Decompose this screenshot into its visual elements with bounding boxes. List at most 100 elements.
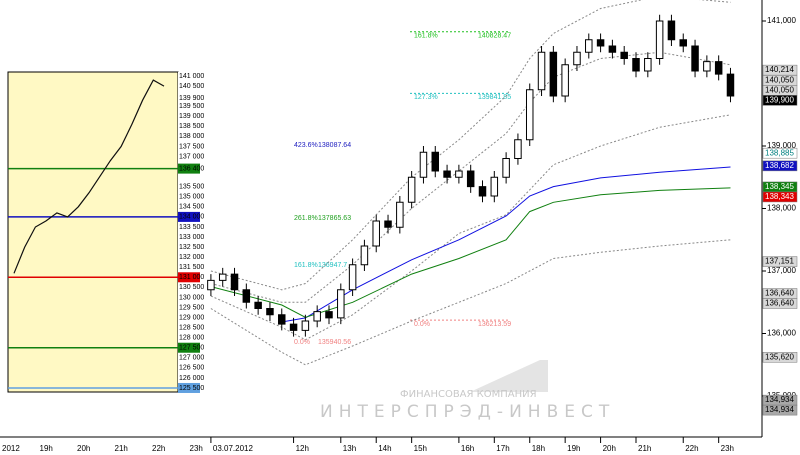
- candle-body: [549, 51, 558, 97]
- fib-price: 136947.7: [318, 262, 347, 269]
- inset-y-tick-label: 139 000: [179, 113, 204, 120]
- candle-body: [537, 51, 546, 91]
- candle-body: [325, 311, 333, 319]
- x-tick-label: 22h: [685, 444, 698, 453]
- price-badge: [762, 191, 798, 203]
- inset-level-box: [178, 272, 200, 283]
- inset-y-tick-label: 127 000: [179, 355, 204, 362]
- candle-body: [419, 151, 428, 178]
- ma-line: [210, 187, 731, 318]
- inset-y-tick-label: 134 000: [179, 214, 204, 221]
- inset-y-tick-label: 135 000: [179, 194, 204, 201]
- inset-y-tick-label: 128 000: [179, 335, 204, 342]
- inset-y-tick-label: 126 500: [179, 365, 204, 372]
- candle-body: [691, 45, 699, 72]
- inset-x-tick-label: 21h: [115, 444, 128, 453]
- candle-body: [655, 20, 664, 59]
- inset-axis: [178, 72, 200, 392]
- inset-y-tick-label: 138 000: [179, 133, 204, 140]
- candle-body: [372, 220, 380, 247]
- candle-body: [703, 61, 711, 72]
- inset-y-tick-label: 130 500: [179, 284, 204, 291]
- candle-body: [620, 51, 628, 59]
- candle-body: [455, 170, 463, 178]
- envelope-line: [210, 239, 731, 366]
- candle-body: [466, 170, 475, 188]
- candle-body: [478, 186, 487, 197]
- inset-x-tick-label: 23h: [190, 444, 203, 453]
- candle-body: [561, 64, 569, 97]
- candle-body: [278, 314, 286, 325]
- fib-price: 136213.59: [478, 321, 511, 328]
- candle-body: [644, 58, 652, 72]
- x-tick-label: 17h: [496, 444, 509, 453]
- candle-body: [384, 220, 392, 228]
- price-badge-label: 138,682: [765, 161, 794, 170]
- inset-level-box: [178, 382, 200, 393]
- inset-y-tick-label: 136 400: [179, 165, 204, 172]
- price-badge-label: 136,640: [765, 299, 794, 308]
- x-tick-label: 03.07.2012: [213, 444, 254, 453]
- inset-price-line: [13, 79, 165, 274]
- y-tick-label: 141,000: [767, 16, 796, 25]
- watermark-line1: ФИНАНСОВАЯ КОМПАНИЯ: [400, 389, 537, 400]
- fib-level: 0.0%: [294, 339, 310, 346]
- inset-y-tick-label: 139 500: [179, 103, 204, 110]
- candle-body: [443, 170, 451, 178]
- fib-level: 423.6%: [294, 142, 318, 149]
- x-tick-label: 15h: [414, 444, 427, 453]
- candle-body: [396, 201, 404, 228]
- y-tick-label: 139,000: [767, 141, 796, 150]
- price-badge-label: 136,640: [765, 289, 794, 298]
- inset-y-tick-label: 127 500: [179, 345, 204, 352]
- fib-level: 127.3%: [414, 94, 438, 101]
- candle-body: [726, 73, 735, 97]
- inset-y-tick-label: 126 000: [179, 375, 204, 382]
- inset-y-tick-label: 140 500: [179, 83, 204, 90]
- fib-price: 138087.64: [318, 142, 351, 149]
- x-tick-label: 13h: [343, 444, 356, 453]
- fib-level: 161.8%: [294, 262, 318, 269]
- inset-y-tick-label: 138 500: [179, 123, 204, 130]
- x-tick-label: 18h: [532, 444, 545, 453]
- inset-x-tick-label: 22h: [152, 444, 165, 453]
- price-badge: [762, 256, 798, 267]
- watermark-logo: [470, 360, 548, 392]
- price-badge: [762, 298, 798, 309]
- inset-y-tick-label: 125 500: [179, 385, 204, 392]
- price-badge-label: 138,345: [765, 182, 794, 191]
- inset-level-box: [178, 163, 200, 174]
- inset-level-box: [178, 211, 200, 222]
- watermark-line2: ИНТЕРСПРЭД-ИНВЕСТ: [320, 402, 615, 422]
- inset-y-tick-label: 131 000: [179, 274, 204, 281]
- price-badge-label: 140,050: [765, 85, 794, 94]
- x-tick-label: 16h: [461, 444, 474, 453]
- inset-x-tick-label: 2012: [2, 444, 20, 453]
- price-badge-label: 140,214: [765, 65, 794, 74]
- x-tick-label: 19h: [567, 444, 580, 453]
- candle-body: [254, 301, 262, 309]
- candle-body: [289, 323, 298, 331]
- fib-price: 140828.47: [478, 33, 511, 40]
- inset-y-tick-label: 139 900: [179, 95, 204, 102]
- fib-level: 161.8%: [414, 33, 438, 40]
- price-badge: [762, 147, 798, 159]
- inset-y-tick-label: 130 000: [179, 294, 204, 301]
- candle-body: [525, 89, 534, 141]
- candle-body: [608, 45, 617, 53]
- inset-y-tick-label: 133 000: [179, 234, 204, 241]
- x-tick-label: 23h: [721, 444, 734, 453]
- price-badge-label: 139,900: [765, 95, 794, 104]
- x-tick-label: 14h: [378, 444, 391, 453]
- inset-y-tick-label: 132 500: [179, 244, 204, 251]
- y-tick-label: 136,000: [767, 329, 796, 338]
- y-tick-label: 137,000: [767, 266, 796, 275]
- envelope-line: [210, 0, 731, 291]
- candle-body: [301, 320, 310, 331]
- inset-y-tick-label: 131 500: [179, 264, 204, 271]
- inset-x-tick-label: 20h: [77, 444, 90, 453]
- candle-body: [407, 176, 416, 203]
- x-tick-label: 12h: [296, 444, 309, 453]
- price-badge: [762, 404, 798, 416]
